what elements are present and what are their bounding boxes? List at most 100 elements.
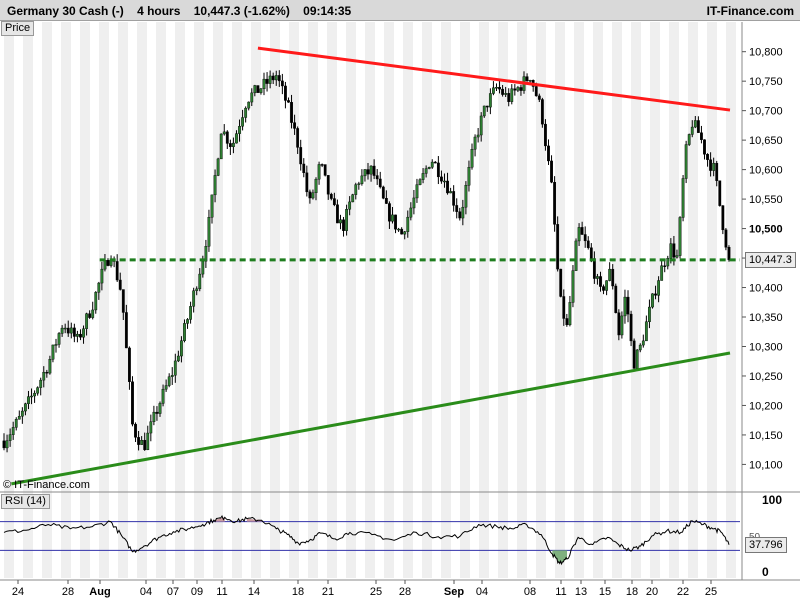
candle-body bbox=[696, 120, 700, 133]
candle-body bbox=[378, 178, 382, 188]
candle-body bbox=[85, 313, 88, 329]
candle-body bbox=[492, 87, 495, 94]
candle-body bbox=[305, 172, 309, 193]
price-pane-label: Price bbox=[1, 21, 35, 36]
candle-body bbox=[314, 178, 318, 194]
stripe bbox=[536, 22, 546, 578]
stripe bbox=[194, 22, 204, 578]
candle-body bbox=[446, 180, 449, 194]
candle-body bbox=[274, 75, 278, 81]
candle-body bbox=[700, 132, 703, 140]
candle-body bbox=[222, 131, 226, 135]
candle-body bbox=[14, 418, 18, 428]
x-tick-label: 22 bbox=[677, 586, 689, 598]
y-tick-label: 10,400 bbox=[749, 283, 783, 295]
x-tick-label: 04 bbox=[476, 586, 488, 598]
candle-body bbox=[219, 133, 223, 160]
candle-body bbox=[626, 296, 630, 315]
candle-body bbox=[345, 208, 348, 231]
candle-body bbox=[614, 285, 618, 313]
candle-body bbox=[121, 289, 125, 313]
candle-body bbox=[580, 227, 584, 235]
candle-body bbox=[366, 169, 370, 175]
candle-body bbox=[568, 302, 572, 326]
candle-body bbox=[485, 105, 489, 108]
candle-body bbox=[140, 439, 144, 445]
candle-body bbox=[170, 375, 174, 377]
candle-body bbox=[204, 246, 208, 262]
x-tick-label: 09 bbox=[191, 586, 203, 598]
candle-body bbox=[51, 344, 55, 360]
candle-body bbox=[326, 175, 330, 195]
axes: 10,100 10,150 10,200 10,250 10,300 10,350 10,4… bbox=[0, 22, 800, 598]
candle-body bbox=[409, 207, 413, 218]
candle-body bbox=[617, 312, 621, 336]
candle-body bbox=[241, 117, 244, 127]
candle-body bbox=[629, 313, 633, 342]
candle-body bbox=[507, 93, 511, 102]
candle-body bbox=[461, 206, 465, 219]
candle-body bbox=[336, 204, 339, 224]
candle-body bbox=[27, 396, 30, 404]
candle-body bbox=[727, 247, 731, 260]
candle-body bbox=[641, 340, 645, 346]
candle-body bbox=[5, 440, 9, 449]
candle-body bbox=[669, 243, 673, 259]
stripe bbox=[555, 22, 565, 578]
rsi-line bbox=[3, 515, 730, 566]
candle-body bbox=[544, 123, 547, 147]
stripe bbox=[308, 22, 318, 578]
candle-body bbox=[45, 371, 49, 374]
x-tick-label: 07 bbox=[167, 586, 179, 598]
candle-body bbox=[103, 260, 107, 270]
candle-body bbox=[33, 392, 36, 397]
candle-body bbox=[470, 149, 474, 168]
stripe bbox=[650, 22, 660, 578]
rsi-tick-label: 100 bbox=[762, 493, 782, 507]
candle-body bbox=[329, 193, 333, 199]
candle-body bbox=[528, 80, 532, 82]
stripe bbox=[574, 22, 584, 578]
candle-body bbox=[213, 175, 217, 196]
candle-body bbox=[317, 164, 321, 180]
candle-body bbox=[473, 136, 477, 150]
stripe bbox=[137, 22, 147, 578]
candle-body bbox=[363, 169, 367, 177]
candle-body bbox=[467, 167, 471, 186]
x-tick-label: 25 bbox=[705, 586, 717, 598]
x-tick-label: 14 bbox=[248, 586, 260, 598]
candle-body bbox=[118, 279, 122, 290]
candle-body bbox=[339, 219, 342, 224]
candle-body bbox=[690, 126, 694, 135]
candle-body bbox=[482, 105, 486, 117]
x-tick-label: 20 bbox=[646, 586, 658, 598]
candle-body bbox=[651, 293, 654, 308]
candle-body bbox=[2, 440, 6, 449]
stripe bbox=[384, 22, 394, 578]
candle-body bbox=[134, 423, 137, 438]
candle-body bbox=[510, 88, 514, 102]
stripe bbox=[707, 22, 717, 578]
candle-body bbox=[430, 161, 434, 168]
candle-body bbox=[440, 176, 443, 182]
candle-body bbox=[106, 260, 110, 266]
y-tick-label: 10,800 bbox=[749, 47, 783, 59]
candle-body bbox=[586, 240, 590, 248]
rsi-pane-label: RSI (14) bbox=[1, 494, 50, 509]
candle-body bbox=[137, 437, 140, 445]
candle-body bbox=[718, 180, 722, 206]
trendlines bbox=[11, 46, 740, 486]
candle-body bbox=[663, 265, 667, 267]
stripe bbox=[346, 22, 356, 578]
rsi-overbought-area bbox=[246, 518, 262, 522]
candle-body bbox=[488, 93, 492, 108]
header-title: Germany 30 Cash (-) 4 hours 10,447.3 (-1… bbox=[7, 4, 351, 18]
candle-body bbox=[709, 159, 713, 171]
candle-body bbox=[562, 296, 566, 319]
candle-body bbox=[320, 164, 324, 166]
candle-body bbox=[537, 95, 541, 100]
candle-body bbox=[164, 385, 168, 390]
candle-body bbox=[504, 93, 508, 95]
candle-body bbox=[271, 75, 275, 81]
candle-body bbox=[706, 154, 709, 160]
